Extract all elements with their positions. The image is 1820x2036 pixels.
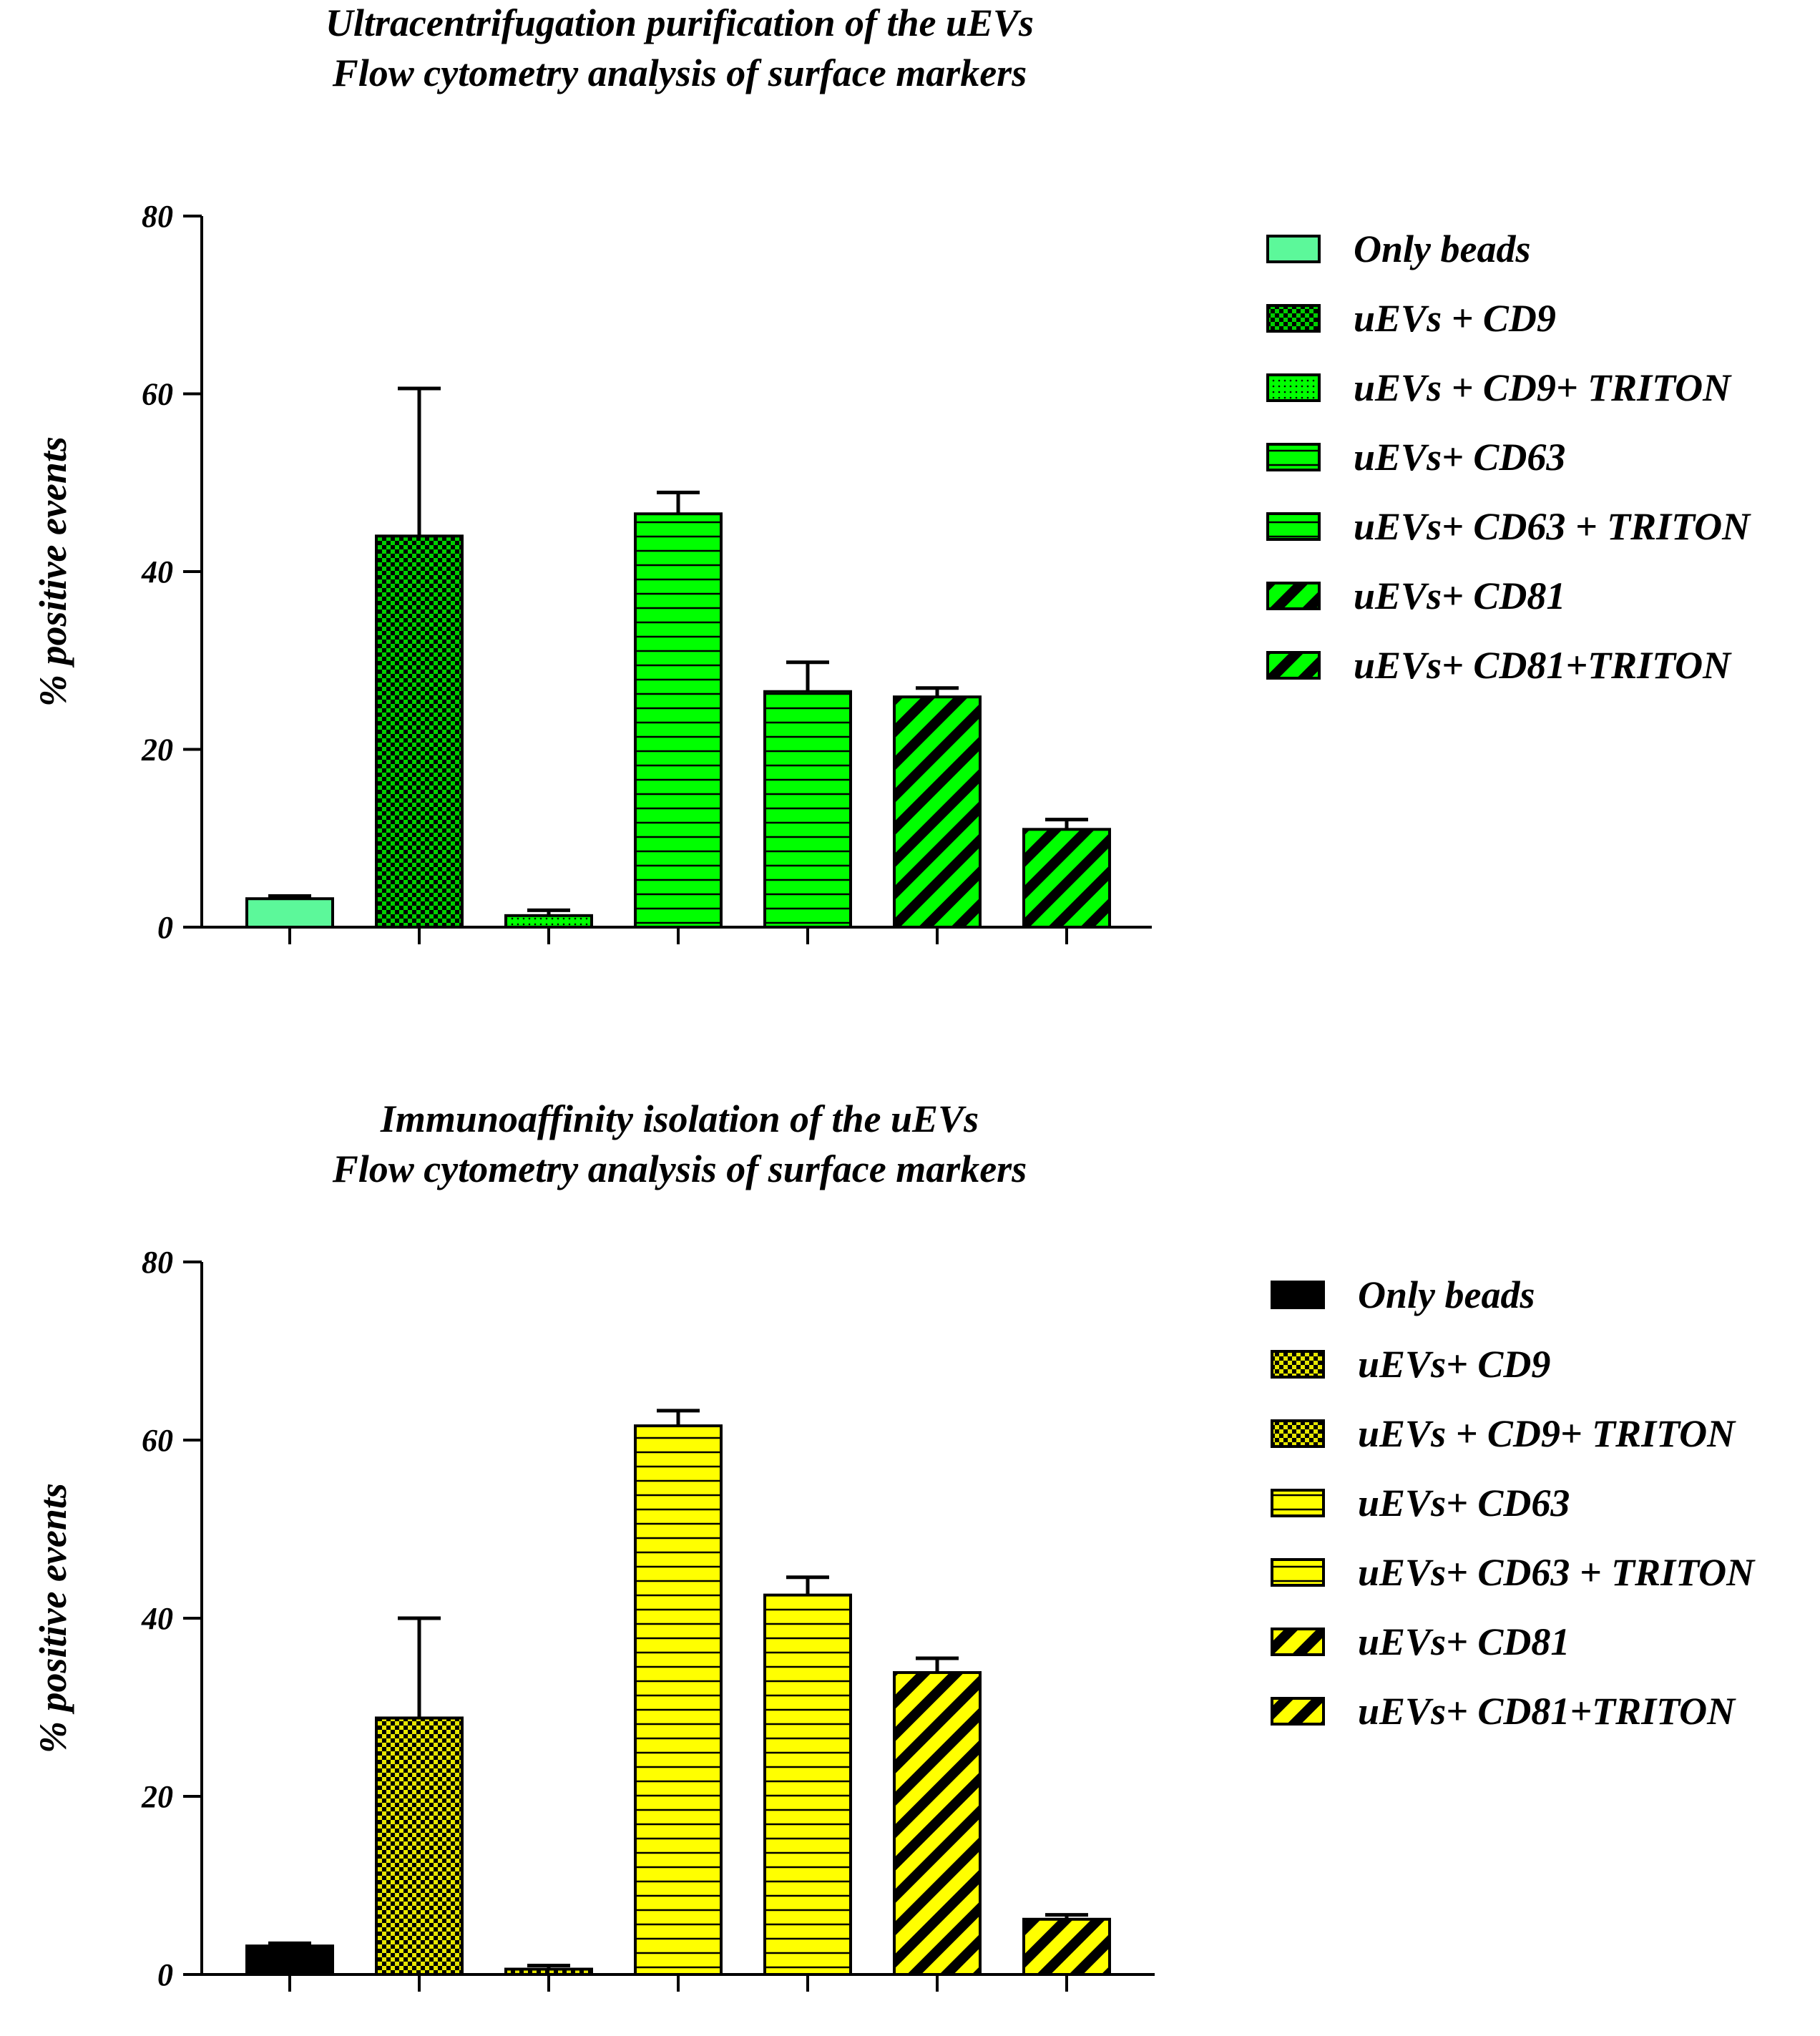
legend-swatch — [1266, 373, 1321, 402]
bar-5 — [763, 1593, 852, 1976]
bar-1 — [245, 1944, 334, 1976]
legend-label: uEVs+ CD63 — [1354, 436, 1565, 479]
bar-6 — [893, 695, 982, 929]
legend-swatch — [1271, 1281, 1325, 1309]
legend-swatch — [1266, 582, 1321, 610]
y-tick-label: 40 — [141, 1601, 173, 1636]
chart-title: Immunoaffinity isolation of the uEVs — [380, 1097, 979, 1140]
y-tick-label: 0 — [157, 1957, 173, 1992]
legend-swatch — [1266, 235, 1321, 263]
legend-swatch — [1266, 443, 1321, 471]
bar-3 — [504, 1967, 593, 1977]
y-tick-label: 80 — [142, 1245, 173, 1280]
y-tick-label: 60 — [142, 377, 173, 412]
chart-panel-1: Ultracentrifugation purification of the … — [31, 1, 1751, 945]
legend-label: uEVs+ CD81+TRITON — [1354, 644, 1732, 687]
chart-title: Ultracentrifugation purification of the … — [326, 1, 1034, 44]
legend-label: uEVs+ CD63 + TRITON — [1354, 505, 1751, 548]
y-tick-label: 80 — [142, 199, 173, 234]
legend-swatch — [1266, 304, 1321, 333]
legend-swatch — [1266, 512, 1321, 541]
y-tick-label: 40 — [141, 554, 173, 589]
legend-label: uEVs + CD9 — [1354, 297, 1556, 340]
legend-swatch — [1271, 1628, 1325, 1656]
bar-7 — [1022, 828, 1111, 929]
legend-label: Only beads — [1354, 227, 1530, 270]
y-tick-label: 20 — [141, 1779, 173, 1814]
legend-label: uEVs+ CD9 — [1358, 1343, 1550, 1386]
legend-label: uEVs + CD9+ TRITON — [1358, 1412, 1736, 1455]
legend-swatch — [1266, 651, 1321, 680]
bar-5 — [763, 690, 852, 929]
legend-label: Only beads — [1358, 1273, 1535, 1316]
legend-swatch — [1271, 1489, 1325, 1517]
legend-label: uEVs+ CD81+TRITON — [1358, 1690, 1736, 1733]
bar-2 — [375, 534, 464, 929]
chart-subtitle: Flow cytometry analysis of surface marke… — [332, 1147, 1027, 1190]
chart-panel-2: Immunoaffinity isolation of the uEVs Flow… — [31, 1097, 1756, 1992]
y-axis-label: % positive events — [31, 1483, 74, 1753]
legend-swatch — [1271, 1419, 1325, 1448]
y-tick-label: 60 — [142, 1423, 173, 1458]
y-tick-label: 0 — [157, 910, 173, 945]
bar-1 — [245, 897, 334, 929]
legend-label: uEVs+ CD81 — [1358, 1620, 1570, 1663]
bar-4 — [634, 1424, 723, 1976]
legend-label: uEVs+ CD63 — [1358, 1482, 1570, 1524]
bar-3 — [504, 914, 593, 929]
chart-subtitle: Flow cytometry analysis of surface marke… — [332, 52, 1027, 94]
legend-swatch — [1271, 1558, 1325, 1587]
bar-6 — [893, 1670, 982, 1977]
bar-4 — [634, 512, 723, 929]
legend-label: uEVs + CD9+ TRITON — [1354, 366, 1732, 409]
y-axis-label: % positive events — [31, 436, 74, 707]
legend-swatch — [1271, 1697, 1325, 1726]
legend-label: uEVs+ CD63 + TRITON — [1358, 1551, 1756, 1594]
legend-swatch — [1271, 1350, 1325, 1379]
bar-2 — [375, 1716, 464, 1976]
legend-label: uEVs+ CD81 — [1354, 574, 1565, 617]
bar-7 — [1022, 1917, 1111, 1977]
y-tick-label: 20 — [141, 733, 173, 768]
